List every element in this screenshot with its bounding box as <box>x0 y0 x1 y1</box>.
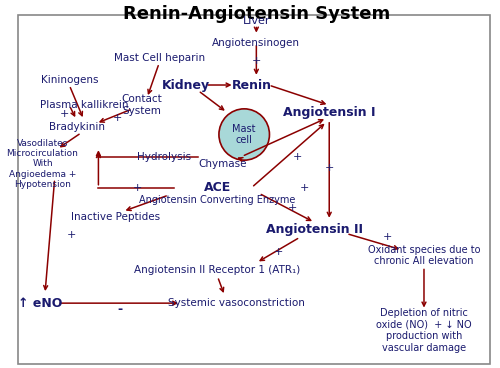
Text: +: + <box>60 109 69 119</box>
Text: +: + <box>113 113 122 123</box>
Text: Angiotensinogen: Angiotensinogen <box>212 38 300 48</box>
Text: +: + <box>293 152 302 162</box>
Text: Chymase: Chymase <box>198 159 246 169</box>
Text: +: + <box>252 56 261 66</box>
Text: Renin: Renin <box>232 78 272 92</box>
Text: Contact
System: Contact System <box>122 94 162 116</box>
Text: Mast
cell: Mast cell <box>232 124 256 145</box>
Text: ACE: ACE <box>204 181 231 194</box>
Ellipse shape <box>219 109 270 160</box>
Text: ↑ eNO: ↑ eNO <box>18 297 62 309</box>
Text: Oxidant species due to
chronic AII elevation: Oxidant species due to chronic AII eleva… <box>368 245 480 266</box>
Text: Angiotensin II Receptor 1 (ATR₁): Angiotensin II Receptor 1 (ATR₁) <box>134 265 300 275</box>
Text: Depletion of nitric
oxide (NO)  + ↓ NO
production with
vascular damage: Depletion of nitric oxide (NO) + ↓ NO pr… <box>376 308 472 353</box>
Text: Liver: Liver <box>242 16 270 26</box>
Text: +: + <box>383 232 392 242</box>
Text: +: + <box>67 230 76 240</box>
Text: Mast Cell heparin: Mast Cell heparin <box>114 53 204 63</box>
Text: +: + <box>274 247 283 257</box>
Text: Angiotensin Converting Enzyme: Angiotensin Converting Enzyme <box>140 195 296 205</box>
Text: +: + <box>132 183 142 193</box>
Text: Angiotensin II: Angiotensin II <box>266 223 363 236</box>
Text: +: + <box>324 163 334 173</box>
Text: Angiotensin I: Angiotensin I <box>283 106 376 119</box>
Text: Vasodilates
Microcirculation
With
Angioedema +
Hypotension: Vasodilates Microcirculation With Angioe… <box>6 138 78 189</box>
Text: Kininogens: Kininogens <box>40 74 98 85</box>
Text: +: + <box>288 203 298 213</box>
Text: Renin-Angiotensin System: Renin-Angiotensin System <box>122 4 390 22</box>
Text: -: - <box>118 303 123 316</box>
Text: Hydrolysis: Hydrolysis <box>137 152 191 162</box>
Text: Systemic vasoconstriction: Systemic vasoconstriction <box>168 298 306 308</box>
Text: Bradykinin: Bradykinin <box>48 122 104 132</box>
Text: Kidney: Kidney <box>162 78 210 92</box>
Text: +: + <box>300 183 310 193</box>
Text: Inactive Peptides: Inactive Peptides <box>71 212 160 222</box>
Text: Plasma kallikrein: Plasma kallikrein <box>40 100 128 110</box>
